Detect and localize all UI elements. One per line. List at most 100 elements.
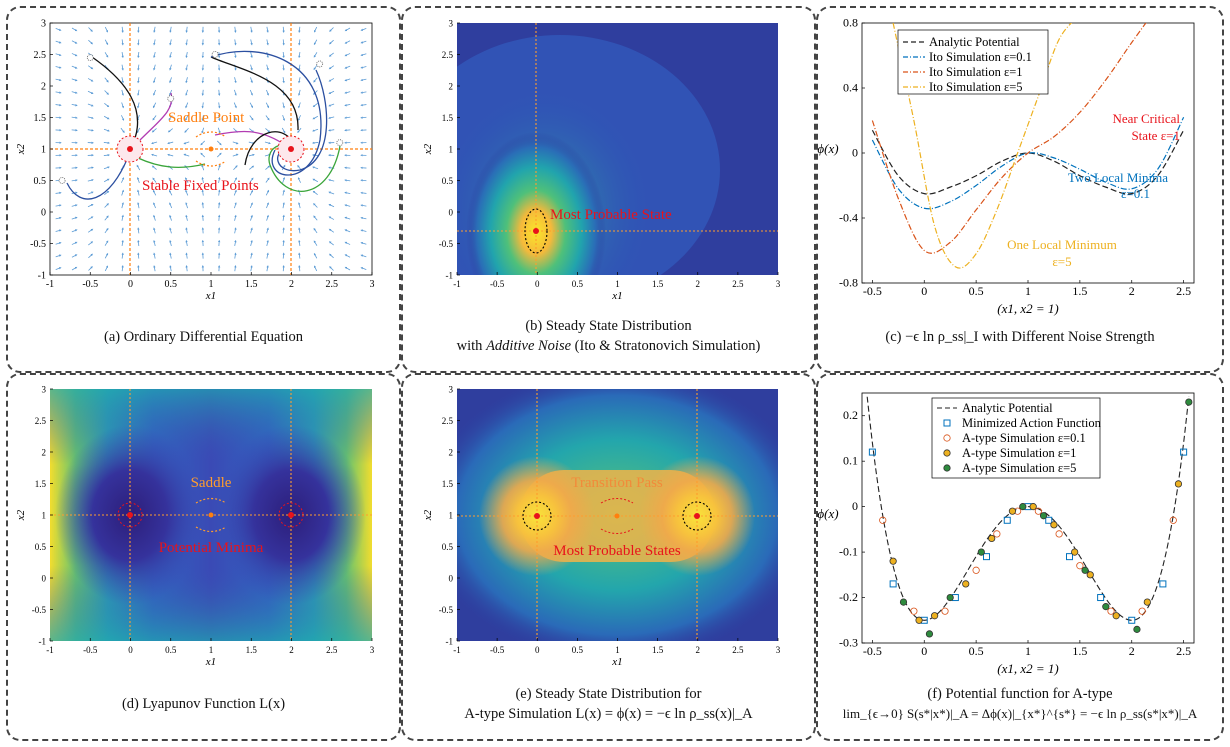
x-tick-label: 1.5 [652, 279, 664, 289]
y-tick-label: 0 [449, 574, 454, 584]
field-arrow [344, 204, 351, 207]
x-tick-label: 2 [1129, 644, 1135, 658]
field-arrow [360, 28, 367, 31]
field-arrow [217, 89, 221, 96]
field-arrow [233, 165, 238, 171]
field-arrow [88, 39, 93, 45]
field-arrow [184, 127, 189, 133]
field-arrow [298, 202, 301, 209]
caption-e-line1: (e) Steady State Distribution for [515, 686, 702, 702]
x-tick-label: 1 [1025, 284, 1031, 298]
field-arrow [360, 66, 367, 69]
y-tick-label: -1 [38, 271, 46, 282]
field-arrow [249, 165, 255, 170]
field-arrow [249, 189, 253, 196]
field-arrow [282, 39, 285, 46]
field-arrow [153, 39, 156, 46]
field-arrow [103, 128, 110, 132]
data-point-circle [1008, 507, 1017, 515]
field-arrow [185, 115, 189, 121]
field-arrow [104, 77, 109, 83]
axes-c: -0.5 0 0.5 1 1.5 2 2.5 -0.8 -0.4 0 0.4 0.8 (x1, x2 =… [817, 16, 1191, 317]
field-arrow [360, 254, 367, 258]
x-tick-label: 2 [696, 279, 701, 289]
field-arrow [265, 165, 271, 170]
x-tick-label: 1.5 [246, 645, 258, 655]
field-arrow [153, 77, 156, 84]
field-arrow [153, 239, 156, 247]
field-arrow [234, 51, 237, 59]
field-arrow [360, 267, 367, 270]
annotation-potential-minima: Potential Minima [159, 540, 264, 556]
field-arrow [297, 177, 301, 183]
field-arrow [55, 78, 62, 82]
field-arrow [234, 89, 237, 96]
data-point-square [1066, 553, 1073, 561]
pass-arc-bottom [600, 528, 634, 534]
legend-marker [943, 449, 951, 457]
field-arrow [121, 64, 124, 71]
x-tick-label: 0.5 [165, 279, 178, 290]
field-arrow [151, 165, 157, 170]
saddle-arc-top [195, 131, 227, 138]
data-point-square [1180, 448, 1188, 456]
data-point-square [983, 553, 990, 561]
data-point-circle [915, 616, 923, 624]
field-arrow [55, 116, 62, 119]
data-point-circle [993, 530, 1001, 538]
y-tick-label: -1 [446, 271, 454, 281]
field-arrow [265, 115, 270, 121]
field-arrow [282, 51, 285, 59]
x-tick-label: -0.5 [490, 645, 505, 655]
field-arrow [55, 66, 62, 69]
annotation-most-probable-states: Most Probable States [553, 543, 681, 559]
field-arrow [282, 115, 286, 122]
field-arrow [55, 191, 62, 195]
field-arrow [249, 102, 253, 109]
field-arrow [87, 90, 94, 94]
x-tick-label: -0.5 [490, 279, 505, 289]
field-arrow [104, 39, 109, 46]
field-arrow [312, 115, 319, 120]
y-tick-label: -0.5 [30, 239, 46, 250]
field-arrow [344, 27, 351, 32]
trajectory-start [86, 54, 94, 62]
data-point-circle [1185, 398, 1193, 406]
legend-label: Minimized Action Function [962, 416, 1102, 430]
field-arrow [298, 265, 301, 272]
field-arrow [152, 102, 157, 109]
data-point-circle [1029, 503, 1037, 511]
y-tick-label: 0 [852, 146, 858, 160]
y-tick-label: 2.5 [442, 50, 454, 60]
y-tick-label: -0.5 [439, 239, 454, 249]
caption-f-line1: (f) Potential function for A-type [927, 686, 1113, 702]
field-arrow [250, 227, 253, 234]
field-arrow [169, 265, 172, 272]
field-arrow [250, 51, 253, 59]
field-arrow [266, 26, 269, 33]
peak-right-contour [682, 501, 712, 531]
field-arrow [313, 252, 318, 259]
data-point-square [1003, 516, 1011, 524]
field-arrow [121, 51, 124, 59]
field-arrow [360, 53, 367, 57]
field-arrow [169, 189, 173, 196]
field-arrow [71, 53, 78, 57]
y-tick-label: -0.4 [839, 211, 858, 225]
field-arrow [344, 53, 351, 57]
field-arrow [87, 129, 94, 132]
y-tick-label: -0.2 [839, 590, 858, 604]
annotation-one-minimum-1: One Local Minimum [1007, 237, 1117, 252]
x-tick-label: 1 [615, 645, 620, 655]
data-point-circle [1102, 603, 1110, 611]
x-tick-label: 0.5 [165, 645, 177, 655]
data-point-circle [1050, 521, 1058, 529]
legend-label: Ito Simulation ε=0.1 [929, 50, 1032, 64]
field-arrow [103, 141, 111, 145]
field-arrow [298, 102, 301, 109]
y-tick-label: 0 [449, 208, 454, 218]
data-point-circle [1086, 571, 1094, 579]
field-arrow [121, 239, 124, 247]
field-arrow [313, 39, 318, 46]
